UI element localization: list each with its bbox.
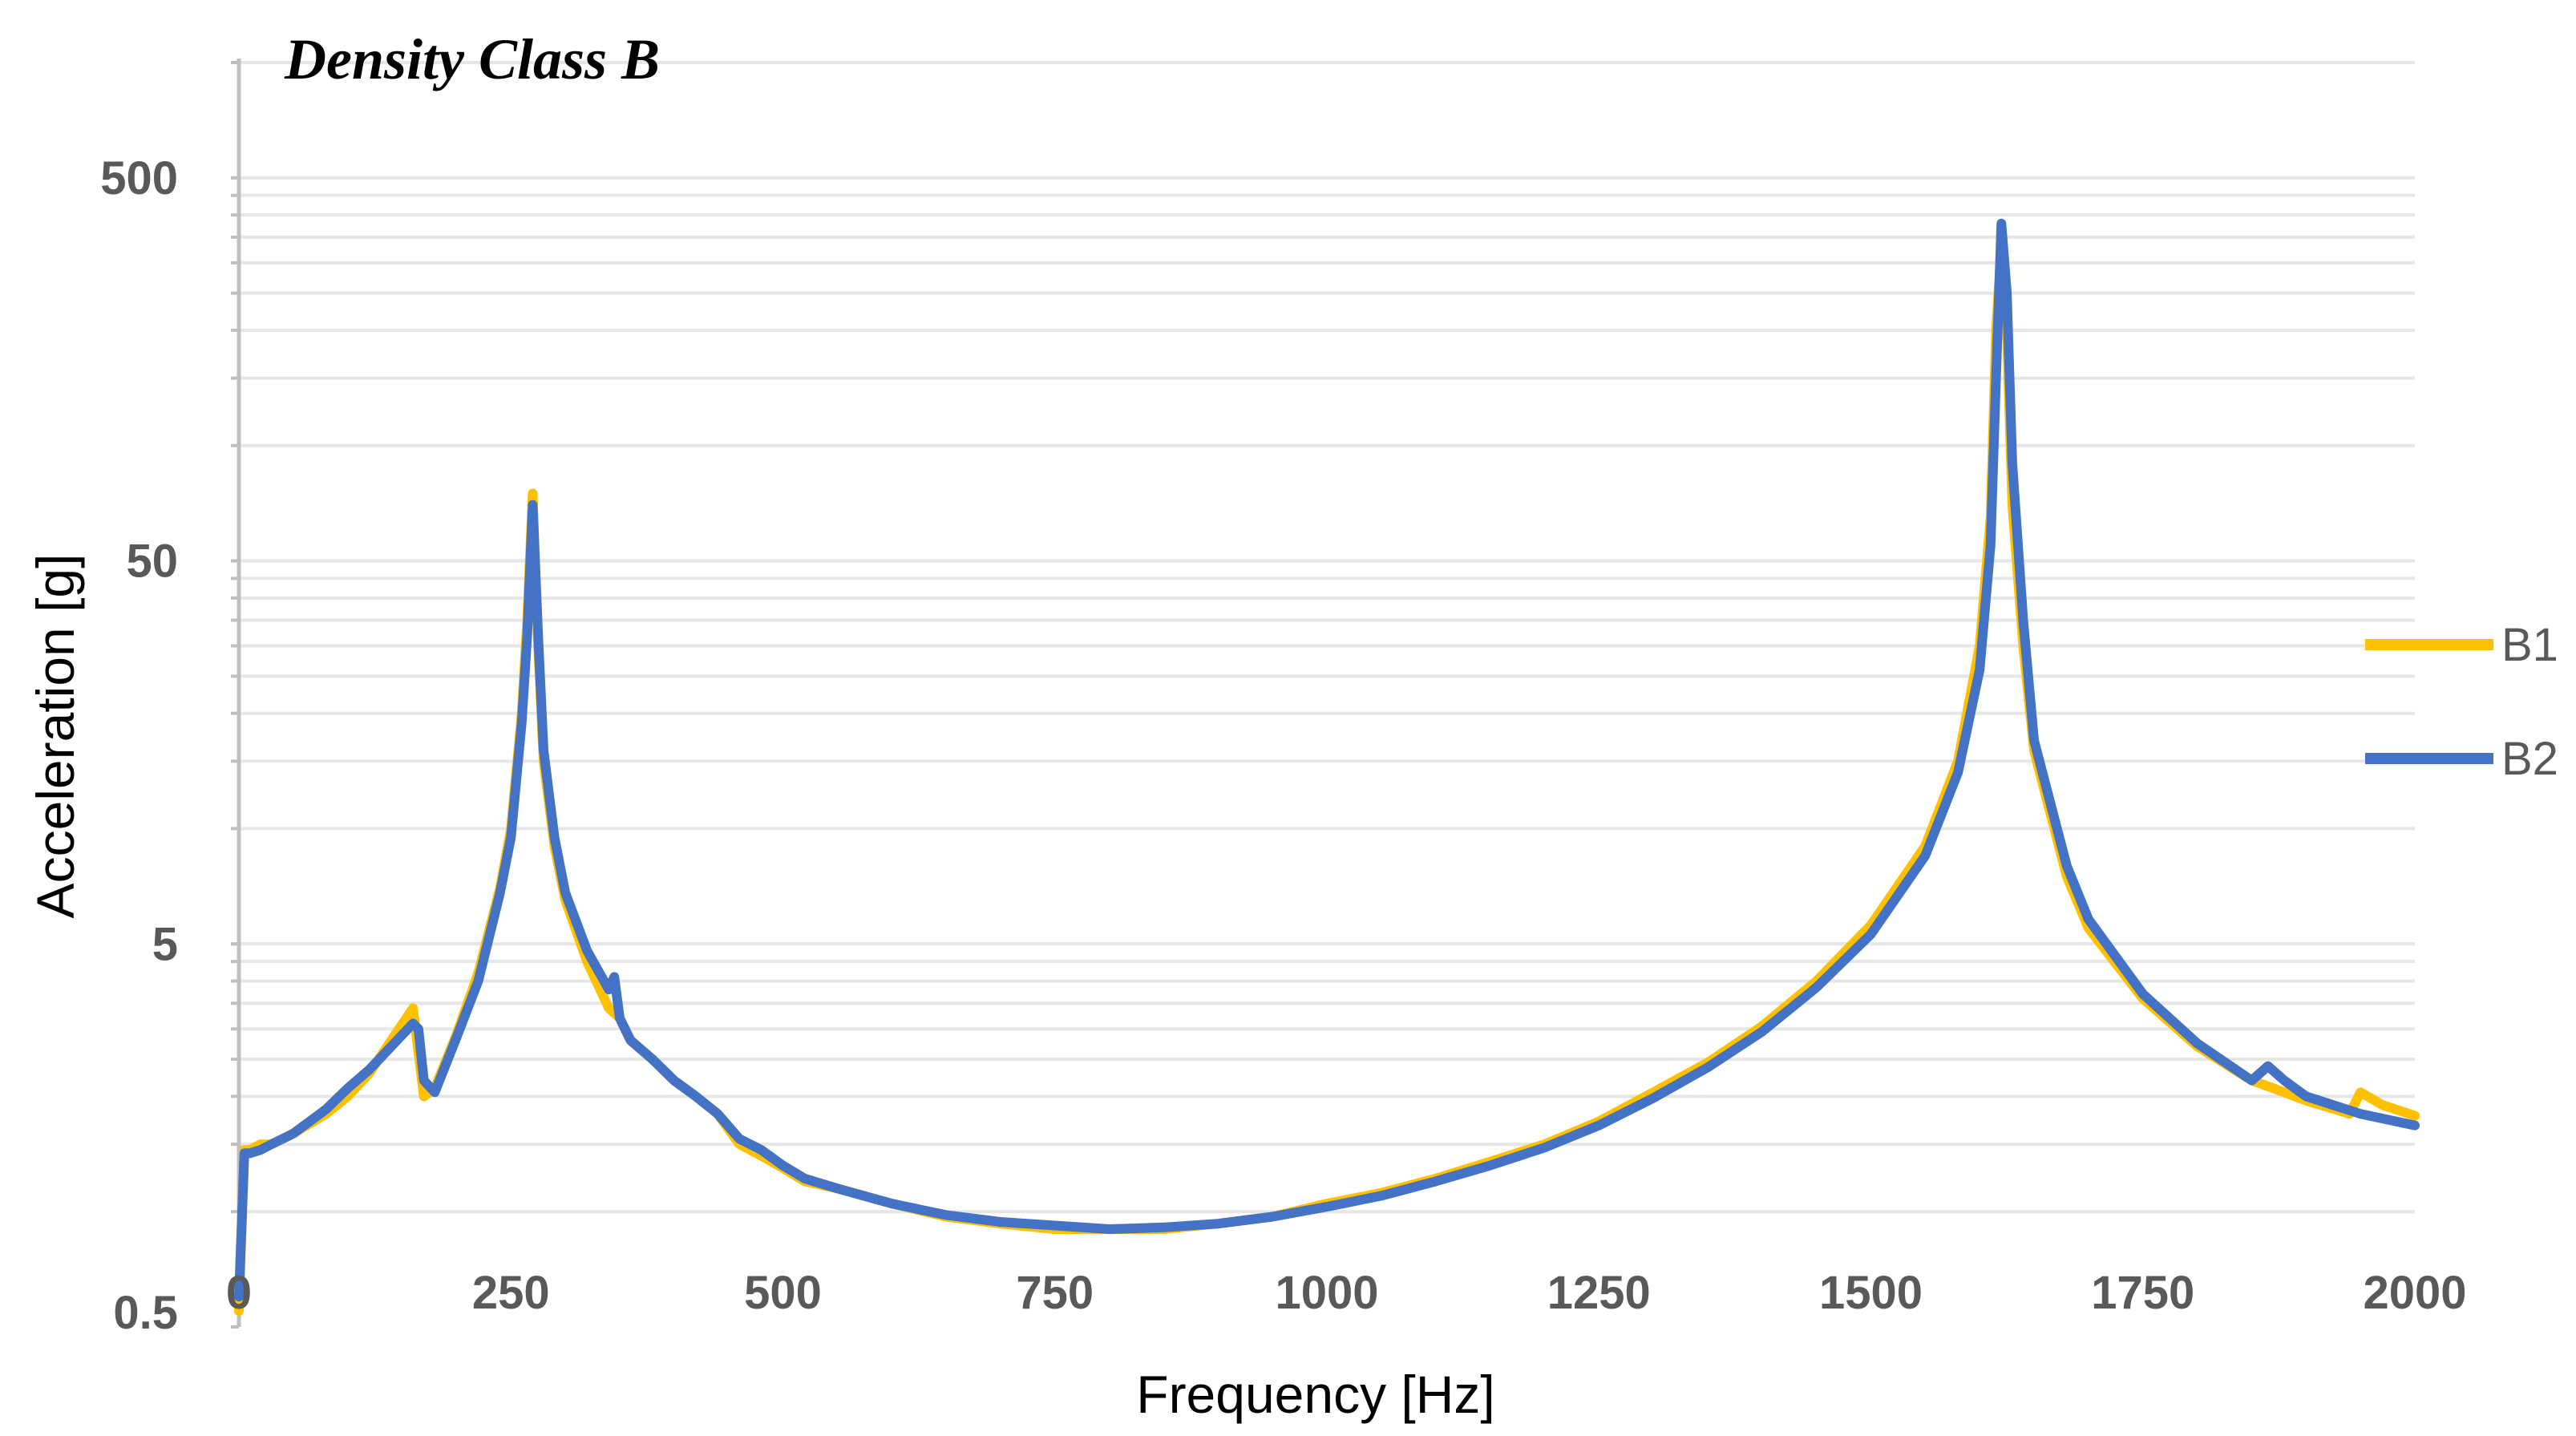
series-lines: [234, 218, 2420, 1317]
chart-title: Density Class B: [284, 27, 660, 91]
x-tick-label: 2000: [2363, 1267, 2466, 1319]
axes: [231, 59, 241, 1329]
x-tick-label: 1250: [1547, 1267, 1651, 1319]
x-tick-label: 1750: [2091, 1267, 2194, 1319]
y-tick-label: 50: [126, 536, 178, 588]
series-line-b2: [234, 218, 2420, 1302]
x-tick-label: 750: [1016, 1267, 1094, 1319]
legend-label-b2: B2: [2501, 733, 2558, 785]
legend: B1 B2: [2365, 619, 2558, 785]
y-tick-label: 500: [100, 152, 178, 204]
legend-label-b1: B1: [2501, 619, 2558, 671]
gridlines: [239, 61, 2415, 1214]
y-tick-label: 0.5: [113, 1287, 178, 1339]
tick-labels: 0 250 500 750 1000 1250 1500 1750 2000 0.5 5 50 500: [100, 152, 2466, 1339]
x-tick-label: 250: [472, 1267, 550, 1319]
x-axis-title: Frequency [Hz]: [1136, 1365, 1495, 1424]
x-tick-label: 0: [226, 1267, 252, 1319]
series-line-b1: [234, 242, 2420, 1317]
x-tick-label: 1500: [1819, 1267, 1923, 1319]
y-tick-label: 5: [152, 918, 178, 970]
y-axis-title: Acceleration [g]: [26, 554, 85, 919]
x-tick-label: 1000: [1275, 1267, 1378, 1319]
x-tick-label: 500: [744, 1267, 822, 1319]
